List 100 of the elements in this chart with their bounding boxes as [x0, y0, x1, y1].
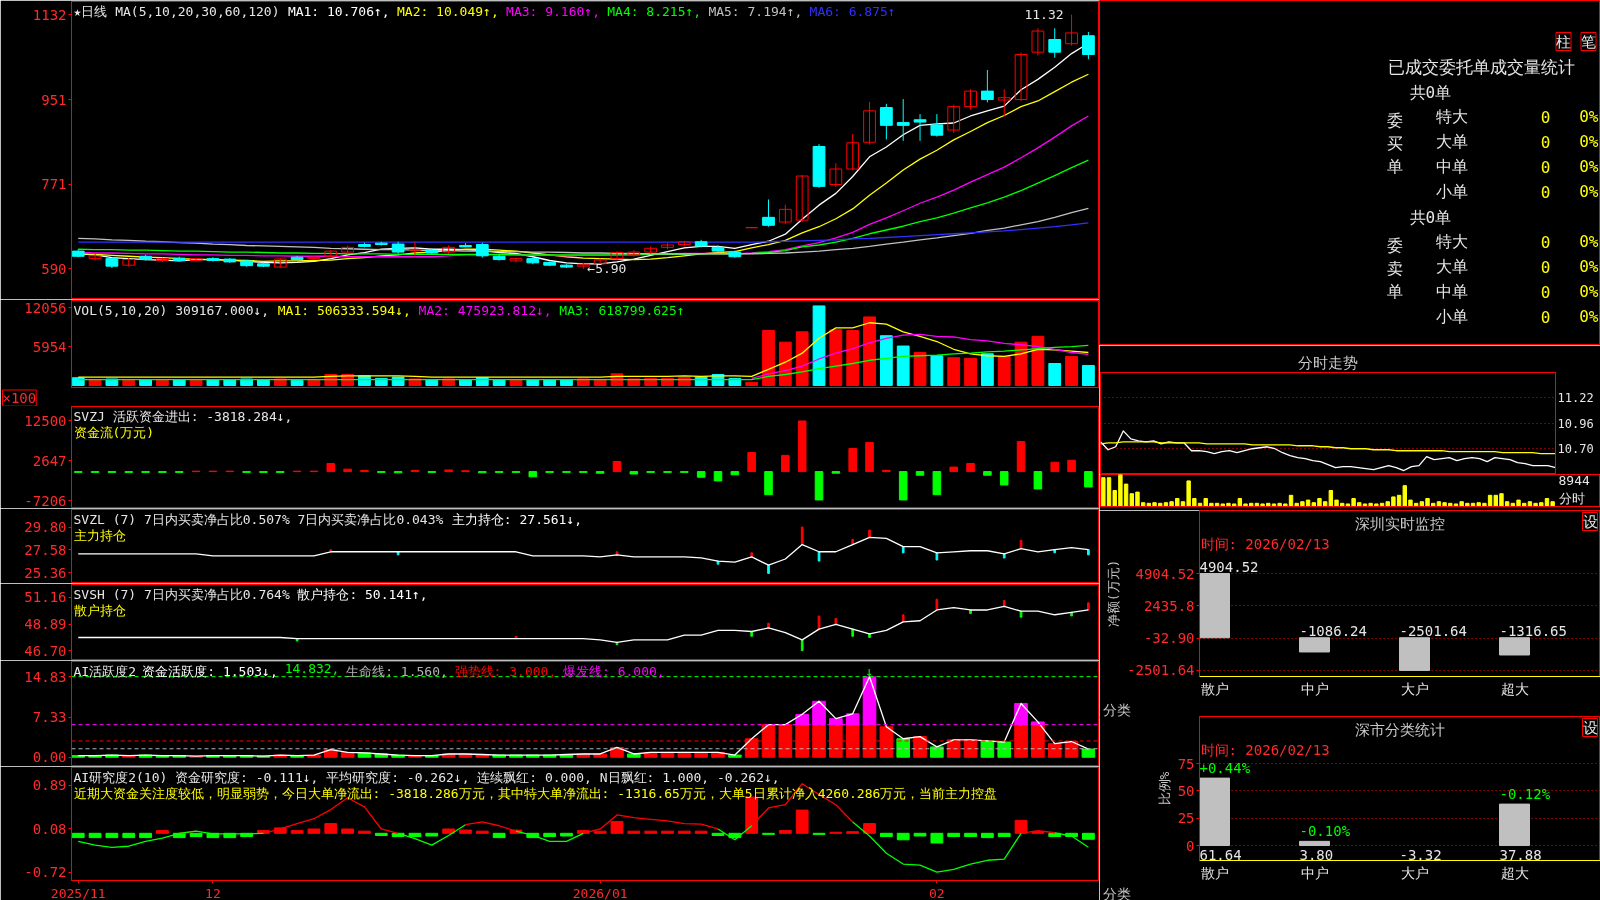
text: 0 [1540, 182, 1551, 202]
y-tick-label: 29.80 [24, 519, 67, 536]
y-tick-label: -7206 [24, 492, 67, 509]
text: 委卖单 [1386, 236, 1403, 301]
y-axis-title: 比例% [1156, 771, 1172, 806]
y-tick-label: -32.90 [1143, 630, 1195, 647]
text: 0 [1540, 157, 1551, 177]
x-axis-title: 分类 [1102, 702, 1131, 718]
y-tick-label: 7.33 [32, 709, 67, 726]
chart-title: 深圳实时监控 [1355, 514, 1445, 533]
text: 0% [1579, 132, 1599, 151]
annotation: ←5.90 [587, 261, 627, 277]
x-tick-label: 12 [205, 885, 221, 900]
y-tick-label: 0.89 [32, 777, 67, 794]
x-tick-label: 中户 [1300, 680, 1329, 697]
text: 0 [1540, 232, 1551, 252]
text: MA1: 10.706↑, [287, 3, 390, 19]
text: 0% [1579, 182, 1599, 201]
text: 资金活跃度: 1.503↓, [142, 663, 278, 679]
chart-title: ★日线 MA(5,10,20,30,60,120) [73, 3, 280, 19]
chart-title: AI研究度2(10) 资金研究度: -0.111↓, 平均研究度: -0.262↓, 连续飘红: 0.000, N日飘红: 1.000, -0.262↓, [73, 769, 780, 785]
y-tick-label: 0.08 [32, 820, 67, 837]
x-axis-title: 分类 [1102, 886, 1131, 900]
y-tick-label: 771 [41, 176, 67, 193]
annotation: 设 [1582, 718, 1598, 737]
chart-title: VOL(5,10,20) 309167.000↓, [73, 302, 270, 318]
text: MA5: 7.194↑, [708, 3, 803, 19]
text: 0% [1579, 157, 1599, 176]
y-tick-label: 11.22 [1557, 390, 1594, 405]
text: 0% [1579, 307, 1599, 326]
series-label: 主力持仓: 27.561↓, [451, 511, 583, 527]
y-tick-label: 10.96 [1557, 416, 1594, 431]
data-label: 37.88 [1499, 846, 1542, 863]
annotation: -0.12% [1499, 786, 1551, 803]
text: 时间: 2026/02/13 [1200, 535, 1330, 552]
x-tick-label: 散户 [1200, 864, 1229, 881]
text: 0 [1540, 307, 1551, 327]
text: MA1: 506333.594↓, [277, 302, 411, 318]
y-tick-label: 0.00 [32, 749, 67, 766]
text: 特大 [1435, 232, 1468, 251]
y-tick-label: 1132 [32, 6, 67, 23]
text: 分时 [1558, 490, 1585, 506]
data-label: 3.80 [1299, 846, 1334, 863]
y-tick-label: 2435.8 [1143, 597, 1195, 614]
y-tick-label: 25 [1177, 810, 1195, 827]
text: 0 [1540, 107, 1551, 127]
text: 0 [1540, 132, 1551, 152]
text: 散户持仓: 50.141↑, [297, 586, 428, 602]
chart-title: 分时走势 [1298, 353, 1358, 372]
x-tick-label: 2025/11 [50, 885, 106, 900]
ref-line-label: 14.832, [284, 660, 340, 676]
text: 散户持仓 [73, 602, 126, 618]
y-tick-label: -2501.64 [1127, 662, 1195, 679]
text: ×100 [2, 390, 37, 406]
data-label: -2501.64 [1399, 622, 1467, 639]
annotation: 设 [1582, 512, 1598, 531]
text: 中单 [1435, 282, 1468, 301]
data-label: -1086.24 [1299, 622, 1367, 639]
x-tick-label: 超大 [1500, 864, 1529, 881]
chart-title: SVZJ 活跃资金进出: -3818.284↓, [73, 408, 293, 424]
x-tick-label: 2026/01 [572, 885, 628, 900]
text: 中单 [1435, 157, 1468, 176]
y-tick-label: 12056 [24, 299, 67, 316]
y-tick-label: 4904.52 [1135, 565, 1195, 582]
text: MA2: 10.049↑, [396, 3, 499, 19]
text: 已成交委托单成交量统计 [1387, 56, 1575, 77]
annotation: -0.10% [1299, 823, 1351, 840]
chart-title: SVZL (7) 7日内买卖净占比0.507% 7日内买卖净占比0.043% [73, 511, 444, 527]
y-tick-label: 10.70 [1557, 442, 1594, 457]
x-tick-label: 02 [929, 885, 945, 900]
data-label: 61.64 [1199, 846, 1242, 863]
x-tick-label: 中户 [1300, 864, 1329, 881]
text: 小单 [1435, 307, 1468, 326]
text: 柱 [1556, 32, 1571, 51]
ref-line-label: 生命线: 1.560, [346, 663, 448, 679]
text: 小单 [1435, 182, 1468, 201]
chart-title: SVSH (7) 7日内买卖净占比0.764% [73, 586, 290, 602]
y-tick-label: 5954 [32, 338, 67, 355]
annotation: 11.32 [1024, 7, 1064, 23]
text: 0 [1540, 282, 1551, 302]
text: 特大 [1435, 107, 1468, 126]
text: 共0单 [1409, 83, 1452, 102]
text: MA6: 6.875↑ [809, 3, 896, 19]
x-tick-label: 超大 [1500, 680, 1529, 697]
y-tick-label: 51.16 [24, 589, 67, 606]
y-tick-label: 0 [1186, 837, 1195, 854]
y-tick-label: 14.83 [24, 668, 67, 685]
data-label: -1316.65 [1499, 622, 1567, 639]
x-tick-label: 散户 [1200, 680, 1229, 697]
text: 时间: 2026/02/13 [1200, 741, 1330, 758]
y-tick-label: 46.70 [24, 642, 67, 659]
text: MA2: 475923.812↓, [418, 302, 552, 318]
y-tick-label: 25.36 [24, 564, 67, 581]
text: 0% [1579, 257, 1599, 276]
text: 0% [1579, 107, 1599, 126]
ref-line-label: 爆发线: 6.000, [563, 663, 665, 679]
text: 笔 [1581, 32, 1596, 51]
text: MA4: 8.215↑, [607, 3, 702, 19]
text: 主力持仓 [73, 527, 126, 543]
text: MA3: 9.160↑, [506, 3, 600, 19]
